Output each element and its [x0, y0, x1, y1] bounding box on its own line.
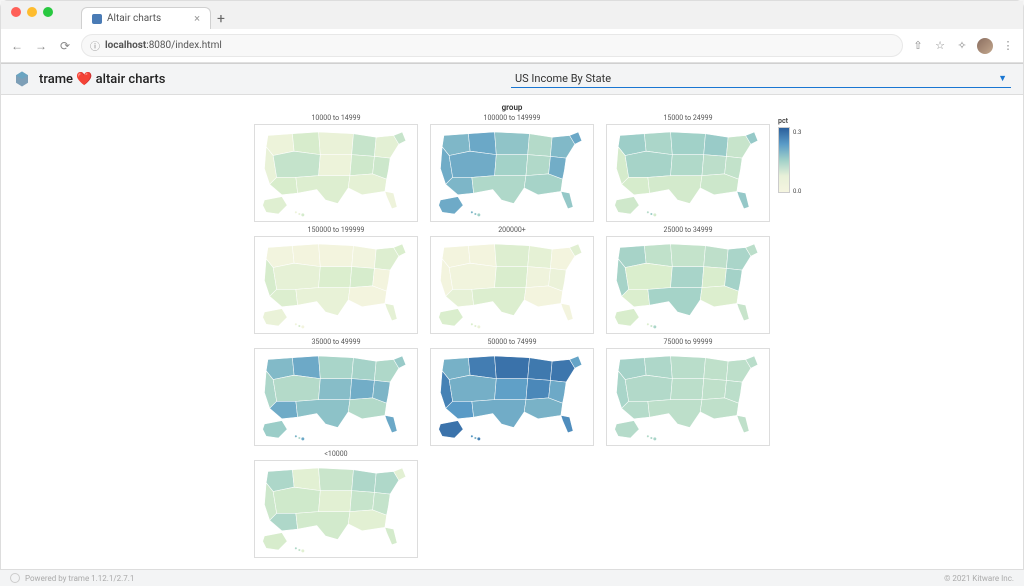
main-content: group 10000 to 14999 [1, 95, 1023, 585]
facet-group-label: group [254, 103, 770, 112]
address-bar: ← → ⟳ ⓘ localhost:8080/index.html ⇧ ☆ ✧ … [1, 29, 1023, 63]
tab-bar: Altair charts × + [1, 3, 1023, 29]
extensions-icon[interactable]: ✧ [955, 39, 969, 53]
facet-cell: 15000 to 24999 [606, 114, 770, 222]
legend-gradient [778, 127, 790, 193]
choropleth-map [430, 124, 594, 222]
legend-title: pct [778, 117, 810, 125]
legend-max: 0.3 [793, 129, 801, 136]
site-info-icon[interactable]: ⓘ [90, 38, 100, 53]
app-title: trame ❤️ altair charts [39, 72, 165, 87]
facet-title: 15000 to 24999 [606, 114, 770, 122]
bookmark-icon[interactable]: ☆ [933, 39, 947, 53]
chevron-down-icon: ▼ [998, 73, 1007, 84]
choropleth-map [606, 124, 770, 222]
chart-container: group 10000 to 14999 [254, 103, 770, 577]
facet-title: 35000 to 49999 [254, 338, 418, 346]
back-button[interactable]: ← [9, 38, 25, 54]
facet-cell: 200000+ [430, 226, 594, 334]
color-legend: pct 0.3 0.0 [778, 117, 810, 193]
share-icon[interactable]: ⇧ [911, 39, 925, 53]
choropleth-map [430, 348, 594, 446]
facet-title: 75000 to 99999 [606, 338, 770, 346]
browser-chrome: Altair charts × + ← → ⟳ ⓘ localhost:8080… [1, 1, 1023, 64]
window-maximize-button[interactable] [43, 7, 53, 17]
choropleth-map [254, 124, 418, 222]
facet-cell: <10000 [254, 450, 418, 558]
new-tab-button[interactable]: + [211, 9, 231, 29]
facet-title: <10000 [254, 450, 418, 458]
facet-cell: 10000 to 14999 [254, 114, 418, 222]
trame-logo [13, 70, 31, 88]
footer-powered-by: Powered by trame 1.12.1/2.7.1 [25, 574, 134, 583]
tab-favicon [92, 14, 102, 24]
facet-title: 50000 to 74999 [430, 338, 594, 346]
facet-grid: 10000 to 14999 100 [254, 114, 770, 558]
facet-cell: 150000 to 199999 [254, 226, 418, 334]
window-minimize-button[interactable] [27, 7, 37, 17]
choropleth-map [606, 348, 770, 446]
choropleth-map [254, 348, 418, 446]
footer: Powered by trame 1.12.1/2.7.1 © 2021 Kit… [0, 569, 1024, 586]
facet-cell: 100000 to 149999 [430, 114, 594, 222]
menu-icon[interactable]: ⋮ [1001, 39, 1015, 53]
choropleth-map [606, 236, 770, 334]
facet-cell: 50000 to 74999 [430, 338, 594, 446]
dropdown-selected: US Income By State [515, 72, 998, 85]
chart-select-dropdown[interactable]: US Income By State ▼ [511, 70, 1011, 88]
facet-title: 100000 to 149999 [430, 114, 594, 122]
window-close-button[interactable] [11, 7, 21, 17]
url-input[interactable]: ⓘ localhost:8080/index.html [81, 34, 903, 57]
choropleth-map [430, 236, 594, 334]
facet-cell: 35000 to 49999 [254, 338, 418, 446]
facet-cell: 75000 to 99999 [606, 338, 770, 446]
browser-tab[interactable]: Altair charts × [81, 7, 211, 29]
tab-close-icon[interactable]: × [194, 12, 200, 25]
app-header: trame ❤️ altair charts US Income By Stat… [1, 64, 1023, 95]
facet-title: 25000 to 34999 [606, 226, 770, 234]
profile-avatar[interactable] [977, 38, 993, 54]
loading-spinner-icon [10, 573, 20, 583]
legend-min: 0.0 [793, 188, 801, 195]
choropleth-map [254, 460, 418, 558]
facet-title: 200000+ [430, 226, 594, 234]
facet-title: 10000 to 14999 [254, 114, 418, 122]
facet-cell: 25000 to 34999 [606, 226, 770, 334]
choropleth-map [254, 236, 418, 334]
footer-copyright: © 2021 Kitware Inc. [944, 574, 1014, 583]
url-host: localhost:8080/index.html [105, 40, 222, 51]
forward-button[interactable]: → [33, 38, 49, 54]
facet-title: 150000 to 199999 [254, 226, 418, 234]
reload-button[interactable]: ⟳ [57, 38, 73, 54]
tab-title: Altair charts [107, 13, 161, 24]
